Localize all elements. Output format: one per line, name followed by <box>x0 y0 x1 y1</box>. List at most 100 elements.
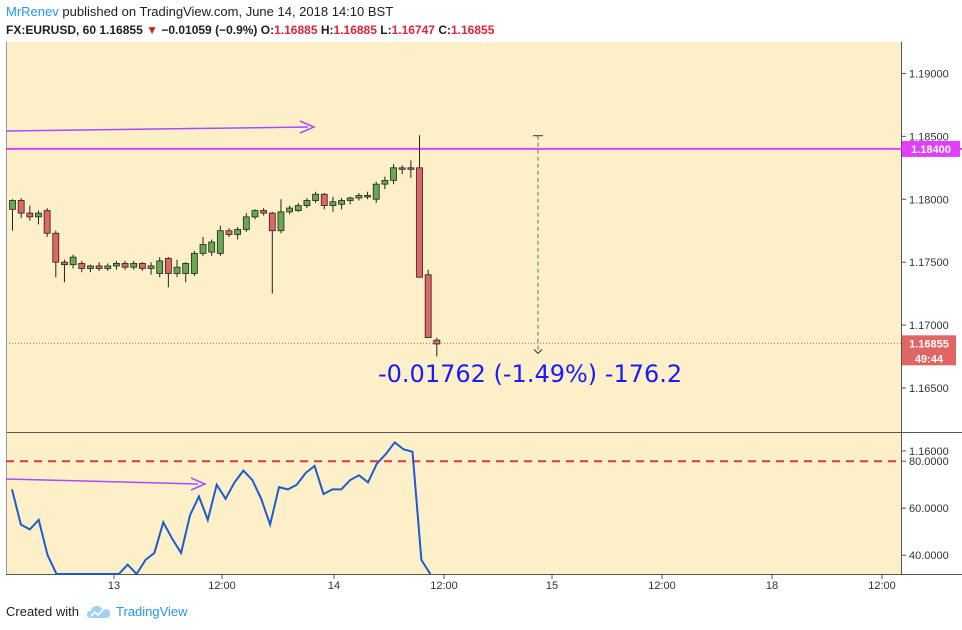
candlestick-series <box>9 135 441 357</box>
candle-body <box>43 210 51 234</box>
arrow-head-icon <box>299 120 316 134</box>
candle-body <box>424 274 432 339</box>
candle-body <box>407 167 415 170</box>
candle <box>355 192 363 201</box>
candle-body <box>390 167 397 181</box>
price-tick-label: 1.17500 <box>909 257 949 269</box>
close-value: 1.16855 <box>450 23 495 37</box>
candle <box>225 228 233 237</box>
candle-body <box>216 230 224 254</box>
candle-body <box>130 263 138 268</box>
candle <box>416 135 423 278</box>
time-tick-label: 13 <box>108 580 120 592</box>
candle <box>199 237 207 256</box>
candle <box>338 198 345 210</box>
candle <box>277 199 285 234</box>
candle-body <box>286 207 294 213</box>
candle-body <box>416 167 423 278</box>
candle <box>381 176 389 190</box>
arrow-shaft <box>5 478 199 485</box>
candle-body <box>138 263 146 269</box>
candle <box>320 192 328 210</box>
price-tick-label: 1.18500 <box>909 131 949 143</box>
price-pane[interactable] <box>6 42 901 432</box>
candle-body <box>260 210 268 214</box>
time-tick-label: 15 <box>546 580 558 592</box>
candle <box>234 226 242 240</box>
candle <box>286 205 294 215</box>
candle-body <box>199 244 207 254</box>
current-badge-bg <box>902 335 956 366</box>
level-badge-text: 1.18400 <box>911 144 951 156</box>
price-change: −0.01059 (−0.9%) <box>161 23 258 37</box>
price-tick-label: 1.18000 <box>909 194 949 206</box>
price-tick-label: 1.17000 <box>909 320 949 332</box>
candle <box>242 213 250 232</box>
candle-body <box>208 241 216 253</box>
chart-header: MrRenev published on TradingView.com, Ju… <box>0 0 962 42</box>
candle <box>35 210 42 225</box>
candle-body <box>320 193 328 206</box>
symbol-info: FX:EURUSD, 60 1.16855 ▼ −0.01059 (−0.9%)… <box>6 23 494 37</box>
candle <box>372 181 380 204</box>
candle-body <box>312 193 320 201</box>
oscillator-pane[interactable] <box>6 433 901 574</box>
level-badge-bg <box>902 140 960 157</box>
candle <box>95 262 103 271</box>
candle <box>251 209 259 220</box>
measure-arrow-icon <box>533 349 543 355</box>
candle <box>147 262 155 275</box>
candle <box>173 259 181 278</box>
time-tick-label: 12:00 <box>208 580 236 592</box>
candle-body <box>95 265 103 269</box>
candle <box>433 337 441 357</box>
candle <box>121 260 129 270</box>
candle-body <box>277 211 285 232</box>
level-price-badge: 1.18400 <box>902 140 960 157</box>
price-axis[interactable]: 1.19000 1.18500 1.18000 1.17500 1.17000 1.165… <box>901 68 949 458</box>
price-tick-label: 1.19000 <box>909 68 949 80</box>
candle <box>69 254 77 269</box>
candle <box>260 208 268 216</box>
candle-body <box>294 205 302 211</box>
price-tick-label: 1.16000 <box>909 446 949 458</box>
candle <box>312 191 320 204</box>
time-tick-label: 12:00 <box>648 580 676 592</box>
candle-body <box>156 260 164 274</box>
chart-canvas[interactable]: 1.19000 1.18500 1.18000 1.17500 1.17000 1.165… <box>0 42 962 598</box>
candle-body <box>398 167 406 170</box>
time-axis[interactable]: 13 12:00 14 12:00 15 12:00 18 12:00 <box>108 574 896 592</box>
time-tick-label: 14 <box>328 580 340 592</box>
candle-body <box>251 210 259 218</box>
oscillator-tick-label: 40.0000 <box>909 550 949 562</box>
measure-tool[interactable] <box>533 135 543 355</box>
candle-body <box>303 200 311 206</box>
annotation-arrow-top[interactable] <box>5 120 316 134</box>
candle-body <box>113 263 120 267</box>
candle-body <box>372 183 380 200</box>
oscillator-tick-label: 80.0000 <box>909 456 949 468</box>
author-link[interactable]: MrRenev <box>6 4 59 19</box>
candle <box>364 191 371 200</box>
oscillator-tick-label: 60.0000 <box>909 503 949 515</box>
candle-body <box>433 339 441 345</box>
annotation-arrow-bottom[interactable] <box>5 477 207 491</box>
oscillator-axis: 80.0000 60.0000 40.0000 <box>901 456 949 562</box>
candle-body <box>329 201 337 206</box>
candle <box>78 260 86 273</box>
candle-body <box>26 212 34 218</box>
candle-body <box>234 229 242 235</box>
candle-body <box>173 266 181 274</box>
candle <box>43 208 51 237</box>
candle <box>346 196 354 205</box>
candle <box>17 198 25 219</box>
tradingview-brand[interactable]: TradingView <box>86 603 196 623</box>
candle <box>190 250 198 276</box>
candle-body <box>9 200 16 210</box>
candle <box>182 262 190 283</box>
tradingview-cloud-icon <box>87 606 110 618</box>
candle-body <box>78 263 86 269</box>
open-value: 1.16885 <box>274 23 318 37</box>
candle <box>303 198 311 209</box>
candle-body <box>104 265 112 269</box>
